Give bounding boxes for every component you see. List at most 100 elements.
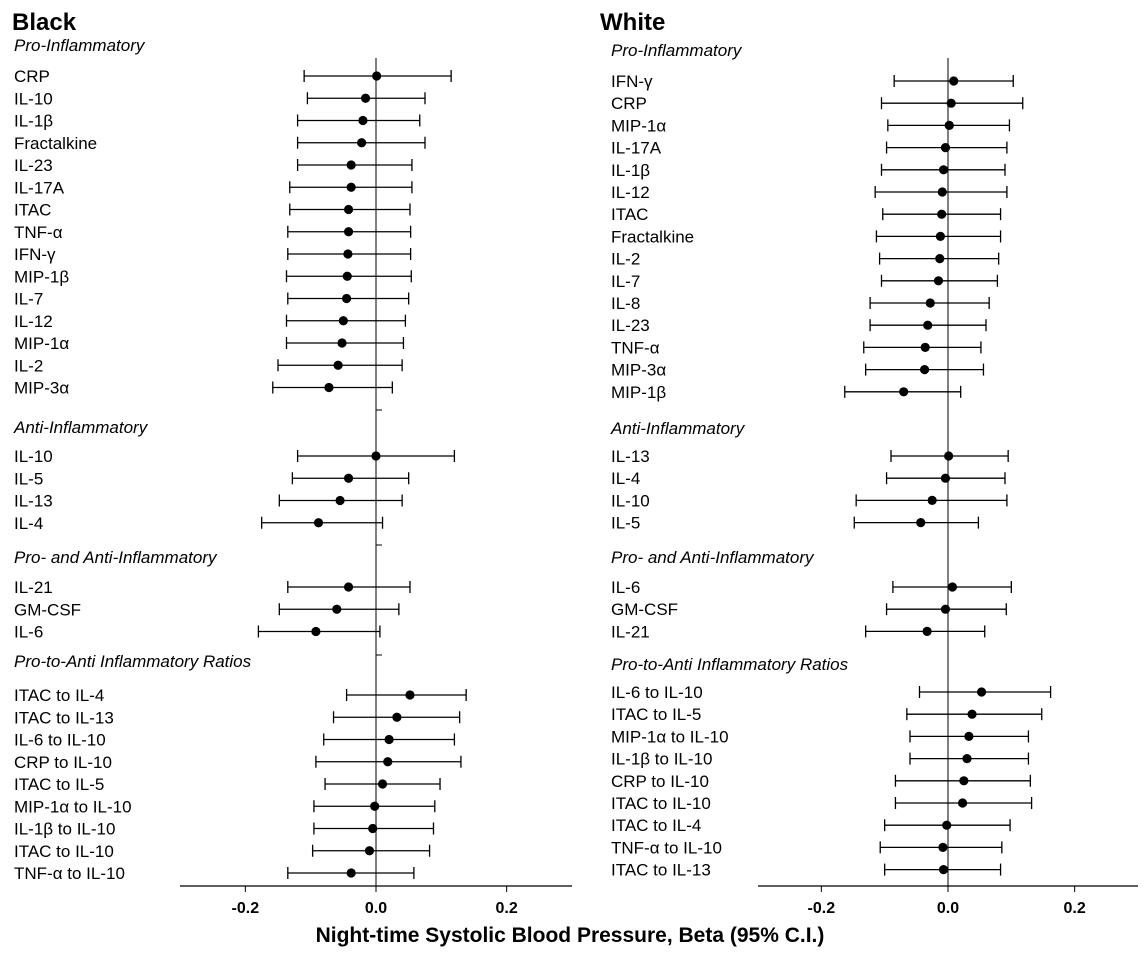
row-label: ITAC to IL-5: [611, 705, 701, 724]
point-estimate: [940, 143, 951, 153]
point-estimate: [935, 254, 945, 264]
point-estimate: [377, 779, 388, 789]
point-estimate: [919, 365, 930, 375]
point-estimate: [324, 382, 334, 393]
row-label: ITAC to IL-4: [611, 816, 701, 835]
row-label: IL-6 to IL-10: [14, 731, 106, 750]
row-label: IL-23: [611, 316, 650, 335]
point-estimate: [313, 518, 324, 528]
point-estimate: [311, 626, 321, 637]
point-estimate: [342, 293, 352, 304]
row-label: GM-CSF: [611, 600, 678, 619]
row-label: IL-13: [611, 447, 650, 466]
x-tick-label: -0.2: [232, 900, 260, 917]
point-estimate: [946, 98, 956, 108]
row-label: CRP: [14, 67, 50, 86]
point-estimate: [364, 846, 375, 856]
point-estimate: [346, 868, 356, 878]
point-estimate: [933, 276, 944, 286]
group-label: Pro- and Anti-Inflammatory: [611, 548, 815, 567]
row-label: IL-17A: [611, 139, 662, 158]
row-label: IL-6: [14, 623, 43, 642]
point-estimate: [343, 582, 354, 592]
point-estimate: [927, 495, 937, 505]
group-label: Pro-Inflammatory: [611, 41, 743, 60]
row-label: IL-12: [611, 183, 650, 202]
point-estimate: [949, 76, 959, 86]
point-estimate: [938, 842, 948, 853]
point-estimate: [343, 249, 353, 259]
row-label: IL-13: [14, 492, 53, 511]
row-label: GM-CSF: [14, 600, 81, 619]
row-label: ITAC to IL-5: [14, 775, 104, 794]
point-estimate: [964, 731, 974, 742]
point-estimate: [976, 687, 987, 697]
row-label: IL-1β: [14, 112, 53, 131]
row-label: IL-5: [611, 514, 640, 533]
row-label: IL-1β: [611, 161, 650, 180]
row-label: IL-1β to IL-10: [14, 820, 115, 839]
row-label: IL-4: [14, 514, 43, 533]
row-label: Fractalkine: [14, 134, 97, 153]
point-estimate: [383, 757, 393, 767]
point-estimate: [962, 754, 972, 764]
x-tick-label: 0.2: [1064, 900, 1086, 917]
point-estimate: [944, 451, 954, 461]
point-estimate: [384, 734, 394, 745]
row-label: IL-23: [14, 156, 53, 175]
point-estimate: [920, 342, 930, 352]
point-estimate: [935, 231, 946, 241]
row-label: ITAC: [14, 201, 51, 220]
point-estimate: [360, 93, 371, 103]
x-tick-label: -0.2: [808, 900, 836, 917]
row-label: TNF-α to IL-10: [611, 838, 722, 857]
x-tick-label: 0.2: [496, 900, 518, 917]
point-estimate: [357, 138, 367, 148]
row-label: CRP to IL-10: [611, 772, 709, 791]
point-estimate: [405, 690, 415, 700]
point-estimate: [922, 626, 932, 637]
point-estimate: [942, 820, 952, 830]
row-label: ITAC to IL-4: [14, 686, 104, 705]
point-estimate: [371, 451, 381, 461]
group-label: Anti-Inflammatory: [13, 418, 149, 437]
point-estimate: [899, 387, 909, 397]
point-estimate: [925, 298, 935, 308]
point-estimate: [957, 798, 968, 808]
point-estimate: [937, 187, 947, 197]
point-estimate: [343, 473, 354, 483]
row-label: IL-5: [14, 469, 43, 488]
group-label: Pro-to-Anti Inflammatory Ratios: [14, 652, 252, 671]
row-label: MIP-1β: [611, 383, 666, 402]
point-estimate: [370, 801, 380, 811]
row-label: IL-10: [14, 447, 53, 466]
point-estimate: [940, 473, 951, 483]
point-estimate: [358, 115, 368, 126]
panel-title: Black: [12, 9, 77, 36]
point-estimate: [944, 120, 954, 130]
row-label: MIP-1β: [14, 267, 69, 286]
row-label: IL-10: [14, 89, 53, 108]
x-tick-label: 0.0: [937, 900, 959, 917]
row-label: TNF-α to IL-10: [14, 864, 125, 883]
point-estimate: [392, 712, 402, 722]
point-estimate: [343, 227, 354, 237]
group-label: Pro-to-Anti Inflammatory Ratios: [611, 655, 849, 674]
row-label: IL-10: [611, 491, 650, 510]
x-axis-label: Night-time Systolic Blood Pressure, Beta…: [316, 924, 825, 947]
row-label: TNF-α: [14, 223, 63, 242]
row-label: ITAC: [611, 205, 648, 224]
row-label: ITAC to IL-10: [14, 842, 114, 861]
point-estimate: [337, 338, 347, 348]
point-estimate: [332, 604, 342, 614]
point-estimate: [346, 182, 356, 192]
point-estimate: [372, 71, 382, 81]
row-label: IL-17A: [14, 178, 65, 197]
point-estimate: [368, 823, 378, 834]
row-label: MIP-3α: [611, 361, 666, 380]
point-estimate: [959, 776, 969, 786]
point-estimate: [916, 518, 926, 528]
row-label: MIP-3α: [14, 379, 69, 398]
point-estimate: [343, 204, 354, 215]
row-label: IL-21: [14, 578, 53, 597]
